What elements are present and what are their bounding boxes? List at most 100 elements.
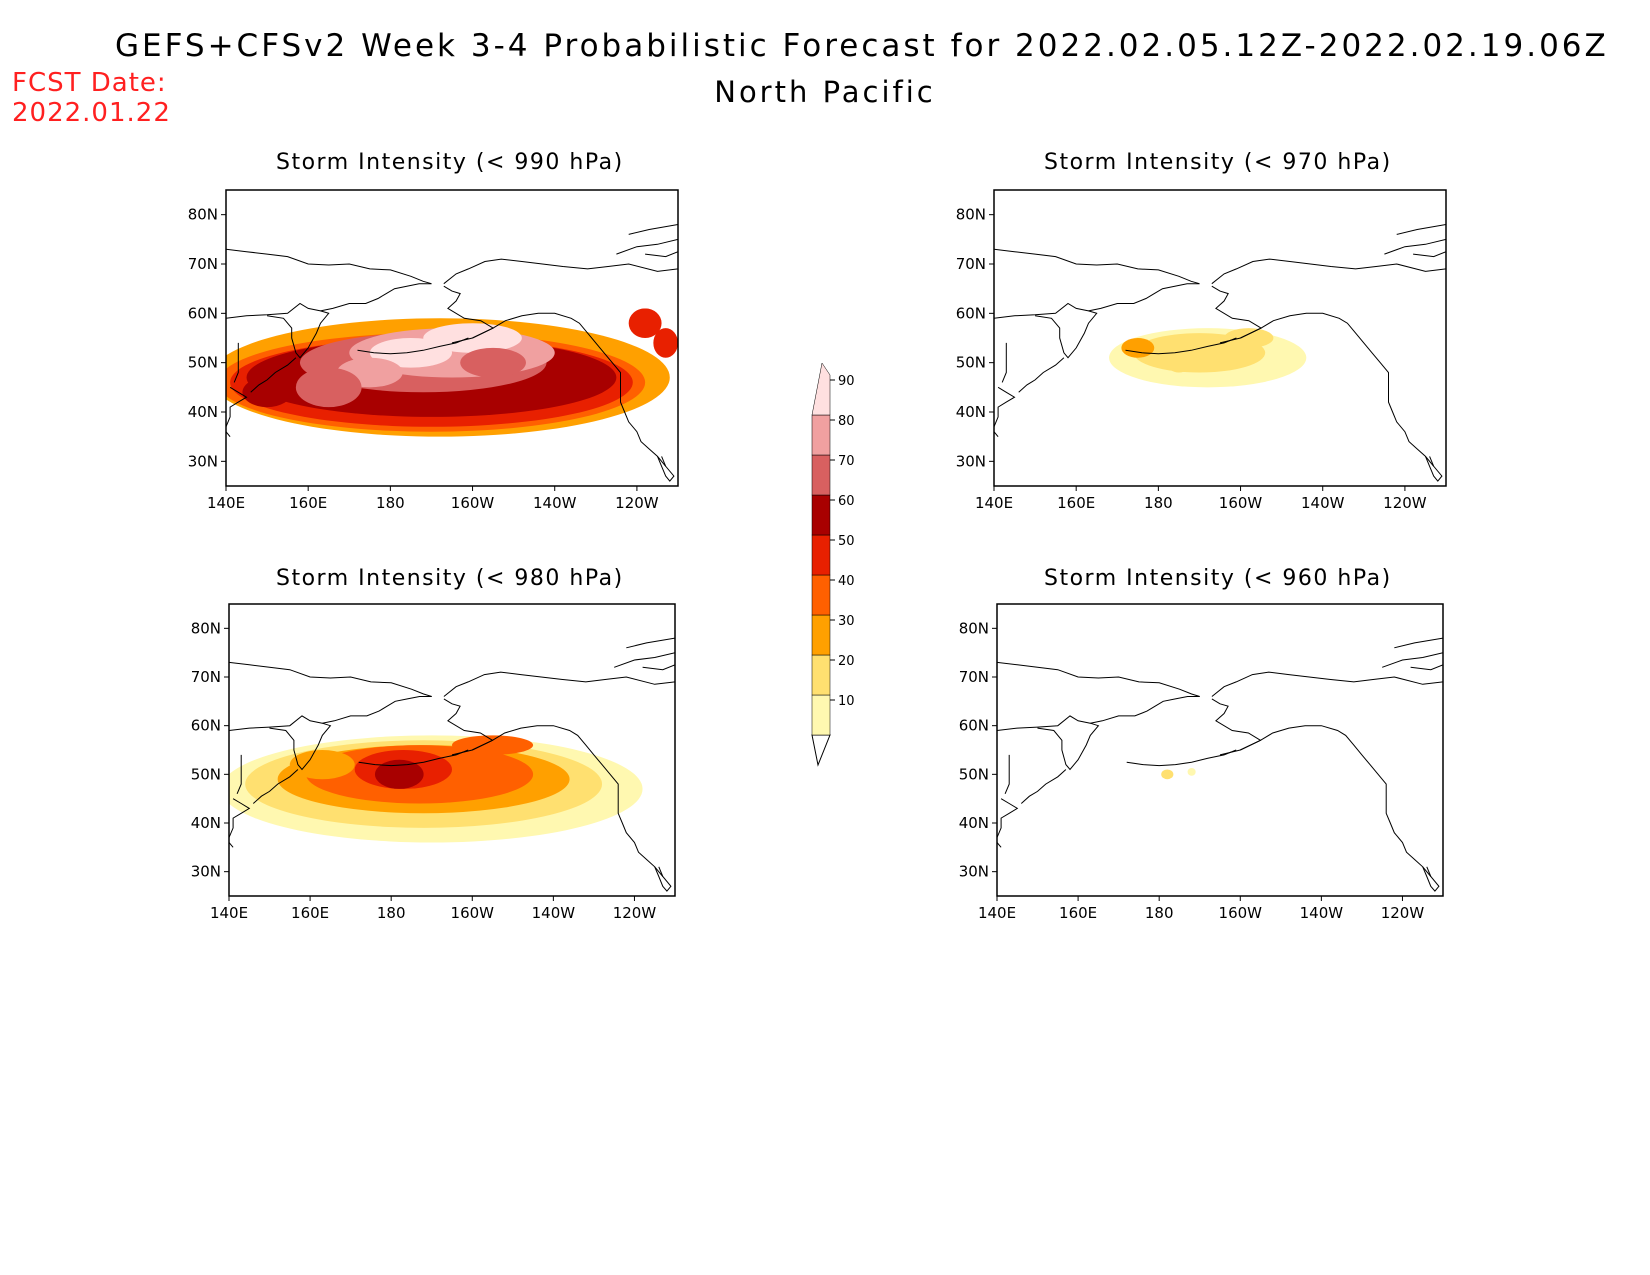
colorbar-label: 60: [838, 494, 855, 509]
coastline: [628, 224, 678, 235]
land-mask: [997, 604, 1443, 721]
lat-tick-label: 50N: [191, 765, 221, 783]
probability-blob: [295, 367, 362, 408]
lat-tick-label: 50N: [959, 765, 989, 783]
colorbar-segment: [811, 694, 831, 736]
panel-title-970: Storm Intensity (< 970 hPa): [1044, 150, 1392, 175]
coastline: [236, 754, 242, 794]
coastline: [994, 386, 1016, 438]
coastline: [994, 248, 1200, 285]
lat-tick-label: 70N: [956, 255, 986, 273]
coastline: [997, 798, 1019, 848]
colorbar-label: 10: [838, 694, 855, 709]
lon-tick-label: 160W: [451, 494, 495, 512]
lon-tick-label: 120W: [1381, 904, 1425, 922]
coastline: [357, 337, 469, 355]
probability-blob: [1187, 768, 1196, 776]
colorbar: 10 20 30 40 50 60 70 80 90: [811, 362, 855, 767]
coastline: [1020, 769, 1067, 804]
coastline: [645, 251, 678, 258]
colorbar-segment: [811, 362, 831, 416]
lat-tick-label: 40N: [959, 814, 989, 832]
lat-tick-label: 60N: [959, 717, 989, 735]
coastline: [443, 671, 675, 697]
probability-field: [226, 190, 678, 437]
colorbar-label: 40: [838, 574, 855, 589]
lat-tick-label: 60N: [191, 717, 221, 735]
coastline: [229, 661, 432, 697]
colorbar-segment: [811, 574, 831, 616]
colorbar-label: 70: [838, 454, 855, 469]
coastline: [226, 386, 248, 438]
coastline: [614, 652, 675, 668]
lat-tick-label: 80N: [956, 206, 986, 224]
coastline: [1240, 312, 1435, 467]
lon-tick-label: 160W: [1219, 904, 1263, 922]
coastline: [1001, 342, 1007, 383]
map-frame: [996, 603, 1444, 897]
probability-blob: [653, 328, 678, 358]
coastline: [322, 696, 432, 724]
lon-tick-label: 140E: [978, 904, 1016, 922]
coastline: [997, 661, 1200, 697]
coastline: [616, 238, 678, 255]
lat-tick-label: 80N: [188, 206, 218, 224]
map-panel-p980: 140E 160E 180 160W 140W 120W 80N 70N 60N 50N 40N 30…: [191, 603, 676, 922]
map-frame: [228, 603, 676, 897]
land-mask: [994, 190, 1446, 309]
probability-blob: [460, 347, 526, 378]
panel-title-960: Storm Intensity (< 960 hPa): [1044, 566, 1392, 591]
coastline: [994, 302, 1098, 359]
coastline: [472, 312, 667, 467]
lat-tick-label: 30N: [188, 452, 218, 470]
coastline: [358, 749, 469, 767]
lon-tick-label: 180: [1145, 904, 1174, 922]
coastline: [1126, 749, 1237, 767]
colorbar-segment: [811, 534, 831, 576]
lon-tick-label: 160W: [451, 904, 495, 922]
coastline: [229, 715, 332, 771]
lat-tick-label: 60N: [956, 304, 986, 322]
colorbar-label: 80: [838, 414, 855, 429]
coastline: [443, 258, 678, 285]
probability-blob: [1121, 338, 1155, 358]
lon-tick-label: 140E: [975, 494, 1013, 512]
coastlines: [994, 224, 1446, 482]
lat-tick-label: 60N: [188, 304, 218, 322]
panel-title-980: Storm Intensity (< 980 hPa): [276, 566, 624, 591]
map-panel-p990: 140E 160E 180 160W 140W 120W 80N 70N 60N 50N 40N 30…: [188, 189, 679, 512]
lat-tick-label: 40N: [188, 403, 218, 421]
lat-tick-label: 50N: [188, 354, 218, 372]
coastline: [1125, 337, 1237, 355]
coastline: [252, 769, 299, 804]
coastline: [997, 715, 1100, 771]
probability-blob: [1161, 769, 1174, 780]
coastline: [226, 302, 330, 359]
colorbar-label: 90: [838, 374, 855, 389]
lat-tick-label: 30N: [956, 452, 986, 470]
lon-tick-label: 180: [376, 494, 405, 512]
lat-tick-label: 40N: [956, 403, 986, 421]
lat-tick-label: 80N: [191, 619, 221, 637]
coastlines: [226, 224, 678, 482]
coastline: [1240, 725, 1432, 877]
fcst-date: 2022.01.22: [12, 98, 171, 128]
lon-tick-label: 120W: [613, 904, 657, 922]
colorbar-segment: [811, 414, 831, 456]
fcst-label: FCST Date:: [12, 68, 167, 98]
probability-blob: [369, 338, 452, 368]
colorbar-label: 30: [838, 614, 855, 629]
land-mask: [226, 190, 678, 309]
probability-blob: [374, 759, 424, 789]
coastline: [226, 248, 432, 285]
colorbar-label: 50: [838, 534, 855, 549]
lon-tick-label: 160W: [1219, 494, 1263, 512]
lon-tick-label: 140W: [533, 494, 577, 512]
lat-tick-label: 70N: [191, 668, 221, 686]
lon-tick-label: 140W: [1300, 904, 1344, 922]
lon-tick-label: 180: [1144, 494, 1173, 512]
lon-tick-label: 160E: [1057, 494, 1095, 512]
coastline: [1211, 671, 1443, 697]
coastlines: [997, 637, 1443, 892]
